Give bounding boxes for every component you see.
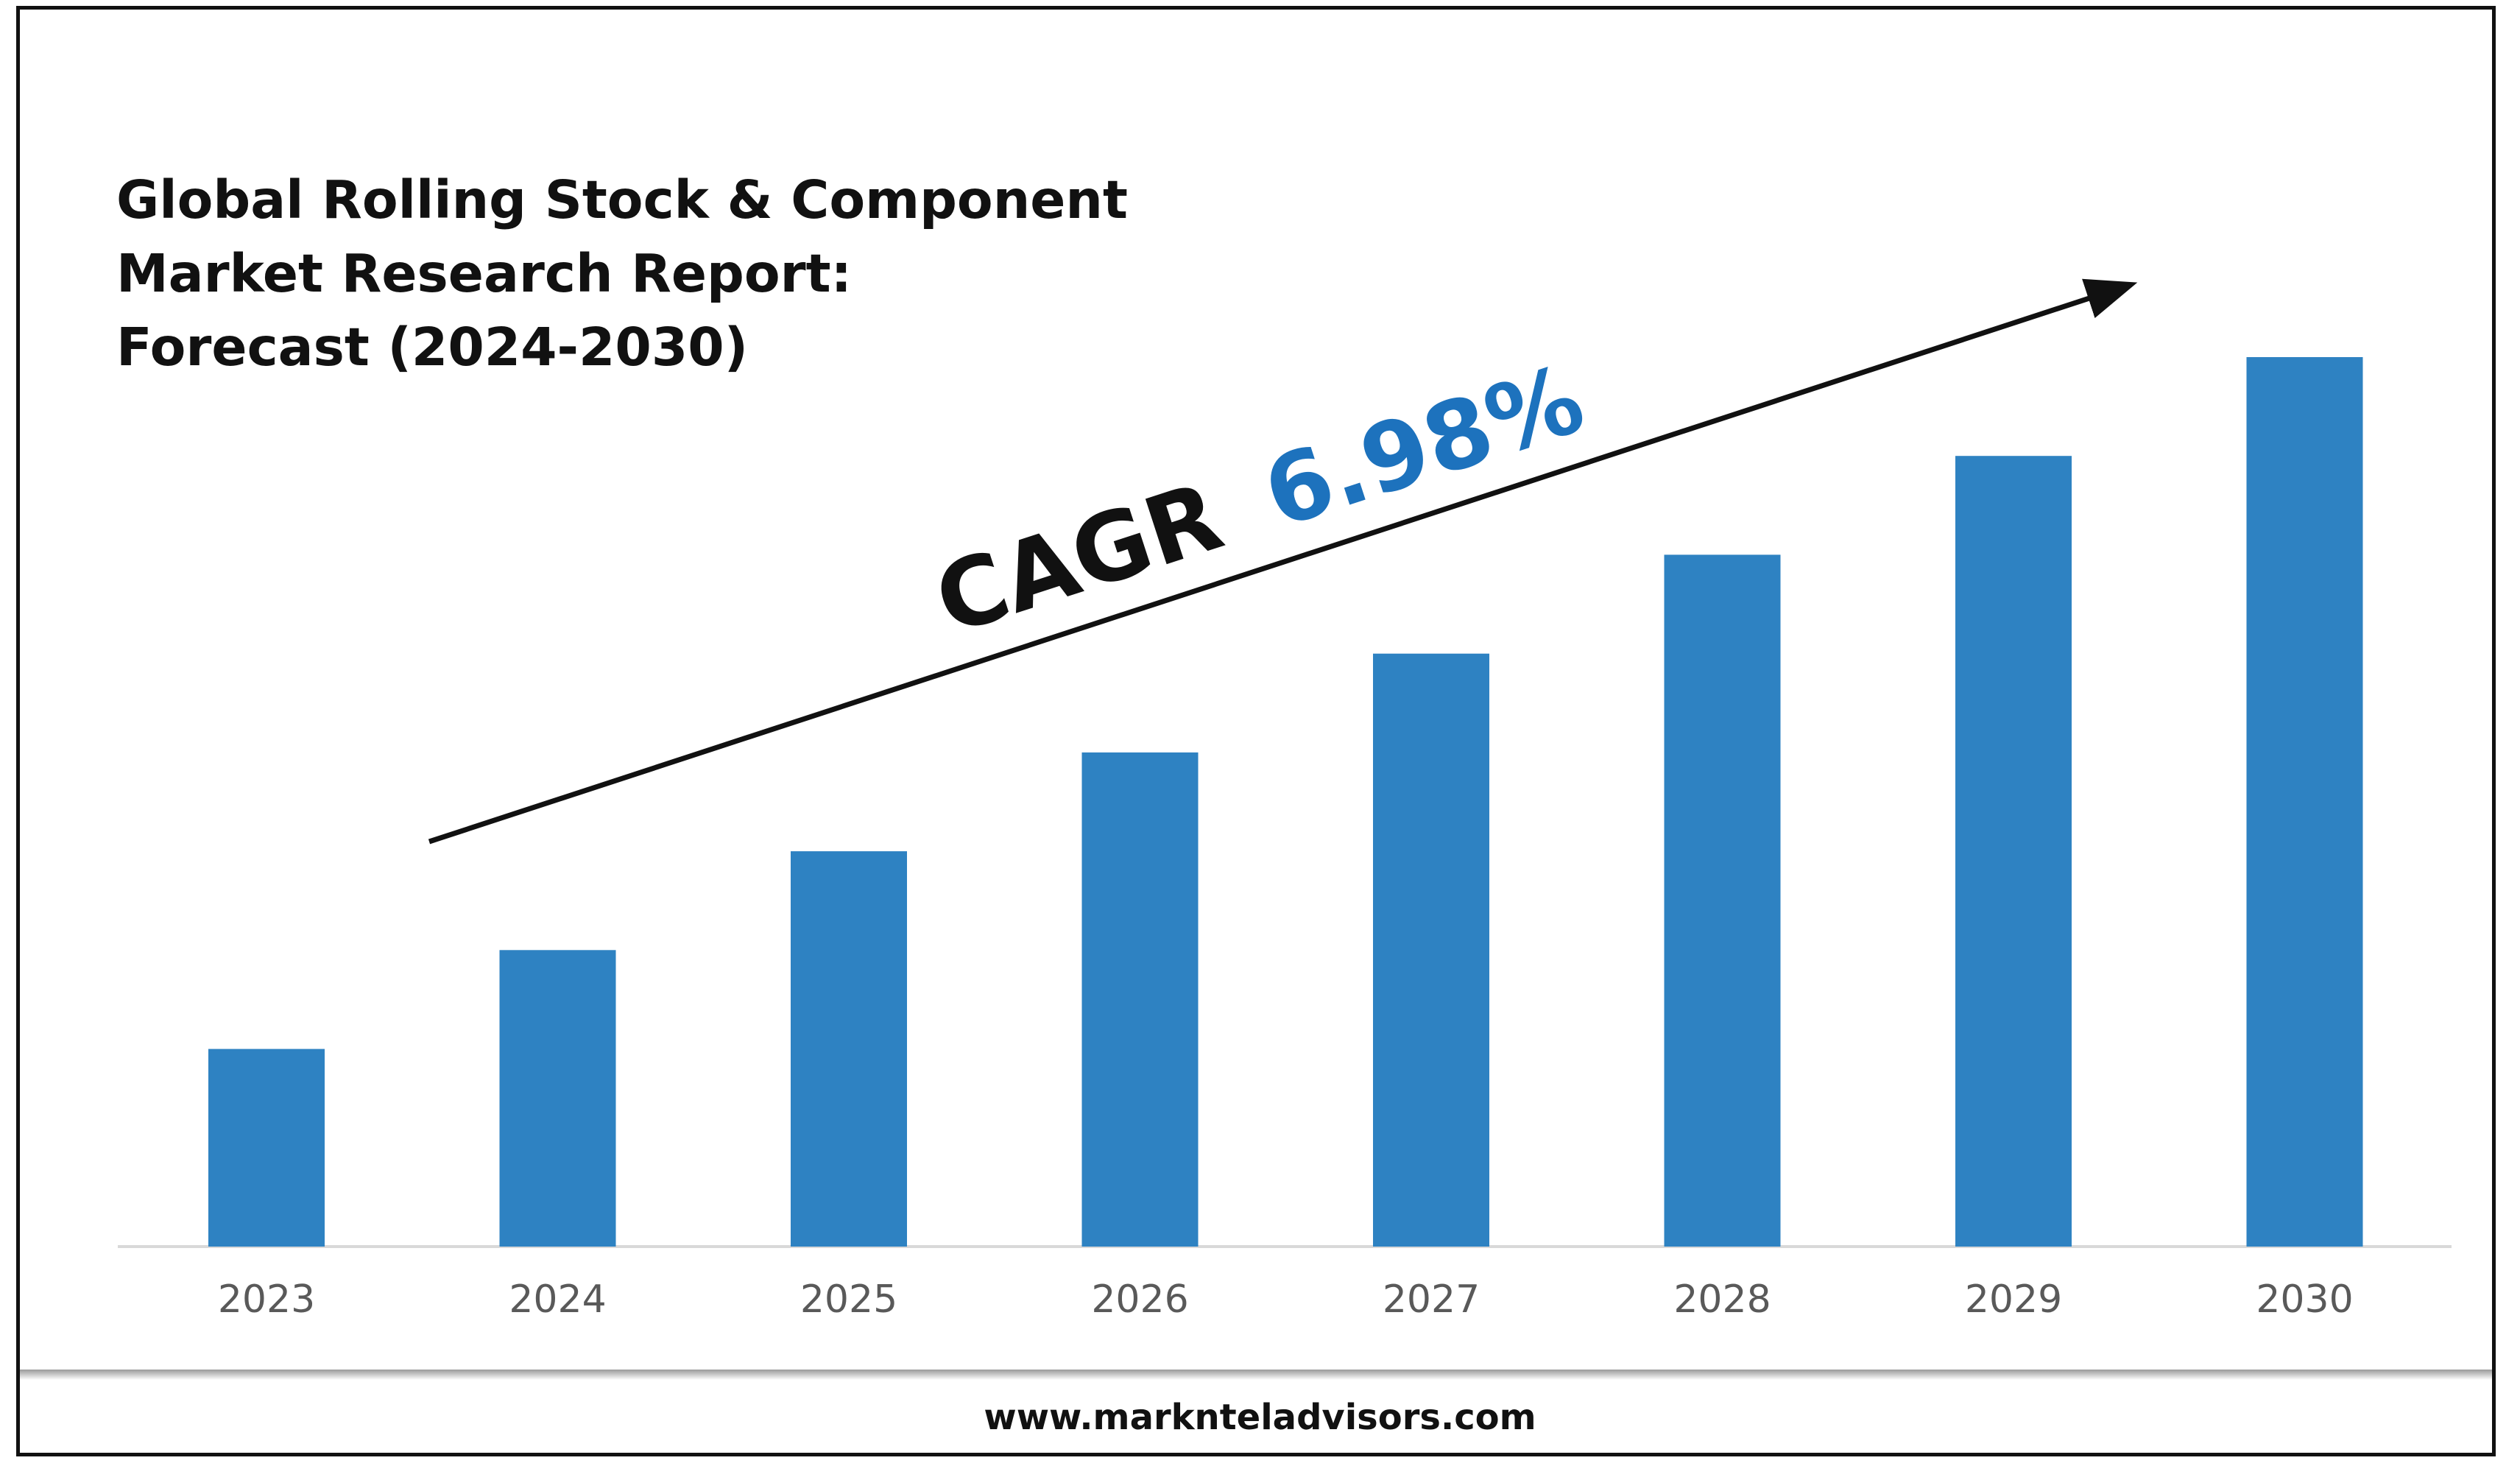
bar-2029 [1955, 456, 2072, 1247]
x-tick-label-2030: 2030 [2256, 1278, 2353, 1322]
chart-title-line-2: Market Research Report: [116, 243, 852, 304]
cagr-annotation: CAGR 6.98% [923, 345, 1597, 657]
bar-2027 [1373, 653, 1489, 1247]
bar-2025 [791, 851, 907, 1247]
footer-divider [20, 1370, 2492, 1380]
cagr-trend-arrow [428, 278, 2138, 845]
bar-2023 [208, 1049, 325, 1247]
bar-2028 [1664, 554, 1781, 1247]
bar-2030 [2246, 357, 2363, 1247]
x-tick-label-2029: 2029 [1965, 1278, 2062, 1322]
chart-title-line-3: Forecast (2024-2030) [116, 317, 749, 378]
x-tick-label-2027: 2027 [1383, 1278, 1480, 1322]
bars-group [208, 357, 2363, 1247]
chart-frame [16, 6, 2496, 1456]
bar-2026 [1081, 752, 1199, 1247]
bar-2024 [499, 950, 616, 1247]
x-tick-labels: 2023 2024 2025 2026 2027 2028 2029 2030 [218, 1278, 2354, 1322]
cagr-value: 6.98% [1252, 345, 1596, 550]
x-tick-label-2026: 2026 [1091, 1278, 1188, 1322]
footer-url: www.marknteladvisors.com [984, 1397, 1536, 1438]
chart-title-line-1: Global Rolling Stock & Component [116, 169, 1128, 230]
x-tick-label-2023: 2023 [218, 1278, 315, 1322]
chart-title: Global Rolling Stock & Component Market … [116, 163, 1128, 384]
x-tick-label-2028: 2028 [1673, 1278, 1771, 1322]
x-tick-label-2024: 2024 [509, 1278, 606, 1322]
x-tick-label-2025: 2025 [800, 1278, 897, 1322]
